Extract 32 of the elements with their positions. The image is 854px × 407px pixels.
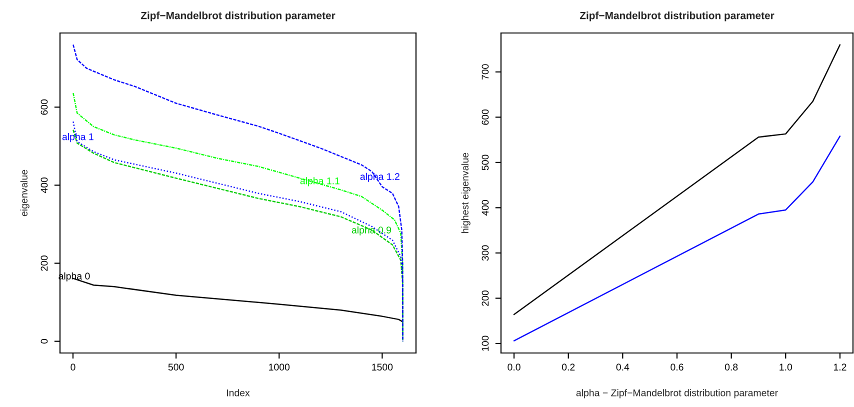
x-tick-label: 1.2 — [834, 364, 846, 370]
y-axis-title: eigenvalue — [20, 170, 30, 216]
x-tick-label: 0.2 — [562, 364, 575, 371]
chart-title: Zipf−Mandelbrot distribution parameter — [580, 12, 774, 22]
x-tick-label: 0.8 — [724, 364, 738, 371]
chart-title: Zipf−Mandelbrot distribution parameter — [140, 12, 336, 22]
x-axis-title: alpha − Zipf−Mandelbrot distribution parameter — [576, 389, 778, 398]
y-tick-label: 200 — [482, 290, 489, 306]
y-tick-label: 700 — [482, 64, 489, 80]
x-tick-label: 0.6 — [670, 364, 684, 371]
x-tick-label: 1000 — [269, 364, 290, 371]
annotation: alpha 1.2 — [360, 172, 400, 182]
y-tick-label: 400 — [482, 200, 489, 216]
line-series — [513, 136, 841, 342]
x-tick-label: 1500 — [372, 364, 393, 371]
x-tick-label: 500 — [168, 364, 184, 371]
y-tick-label: 100 — [482, 336, 489, 351]
x-tick-label: 0.0 — [508, 364, 520, 371]
y-tick-label: 400 — [40, 177, 48, 194]
line-series — [513, 44, 841, 316]
x-axis-title: Index — [227, 389, 250, 396]
y-tick-label: 600 — [40, 99, 48, 115]
annotation: alpha 0.9 — [352, 226, 392, 236]
y-axis-title: highest eigenvalue — [461, 152, 470, 233]
x-tick-label: 0.4 — [616, 364, 630, 371]
x-tick-label: 0 — [70, 364, 76, 371]
y-tick-label: 200 — [40, 256, 48, 271]
y-tick-label: 500 — [482, 154, 489, 170]
y-tick-label: 300 — [482, 245, 489, 261]
x-tick-label: 1.0 — [780, 364, 792, 371]
y-tick-label: 600 — [482, 109, 489, 125]
y-tick-label: 0 — [40, 338, 48, 344]
